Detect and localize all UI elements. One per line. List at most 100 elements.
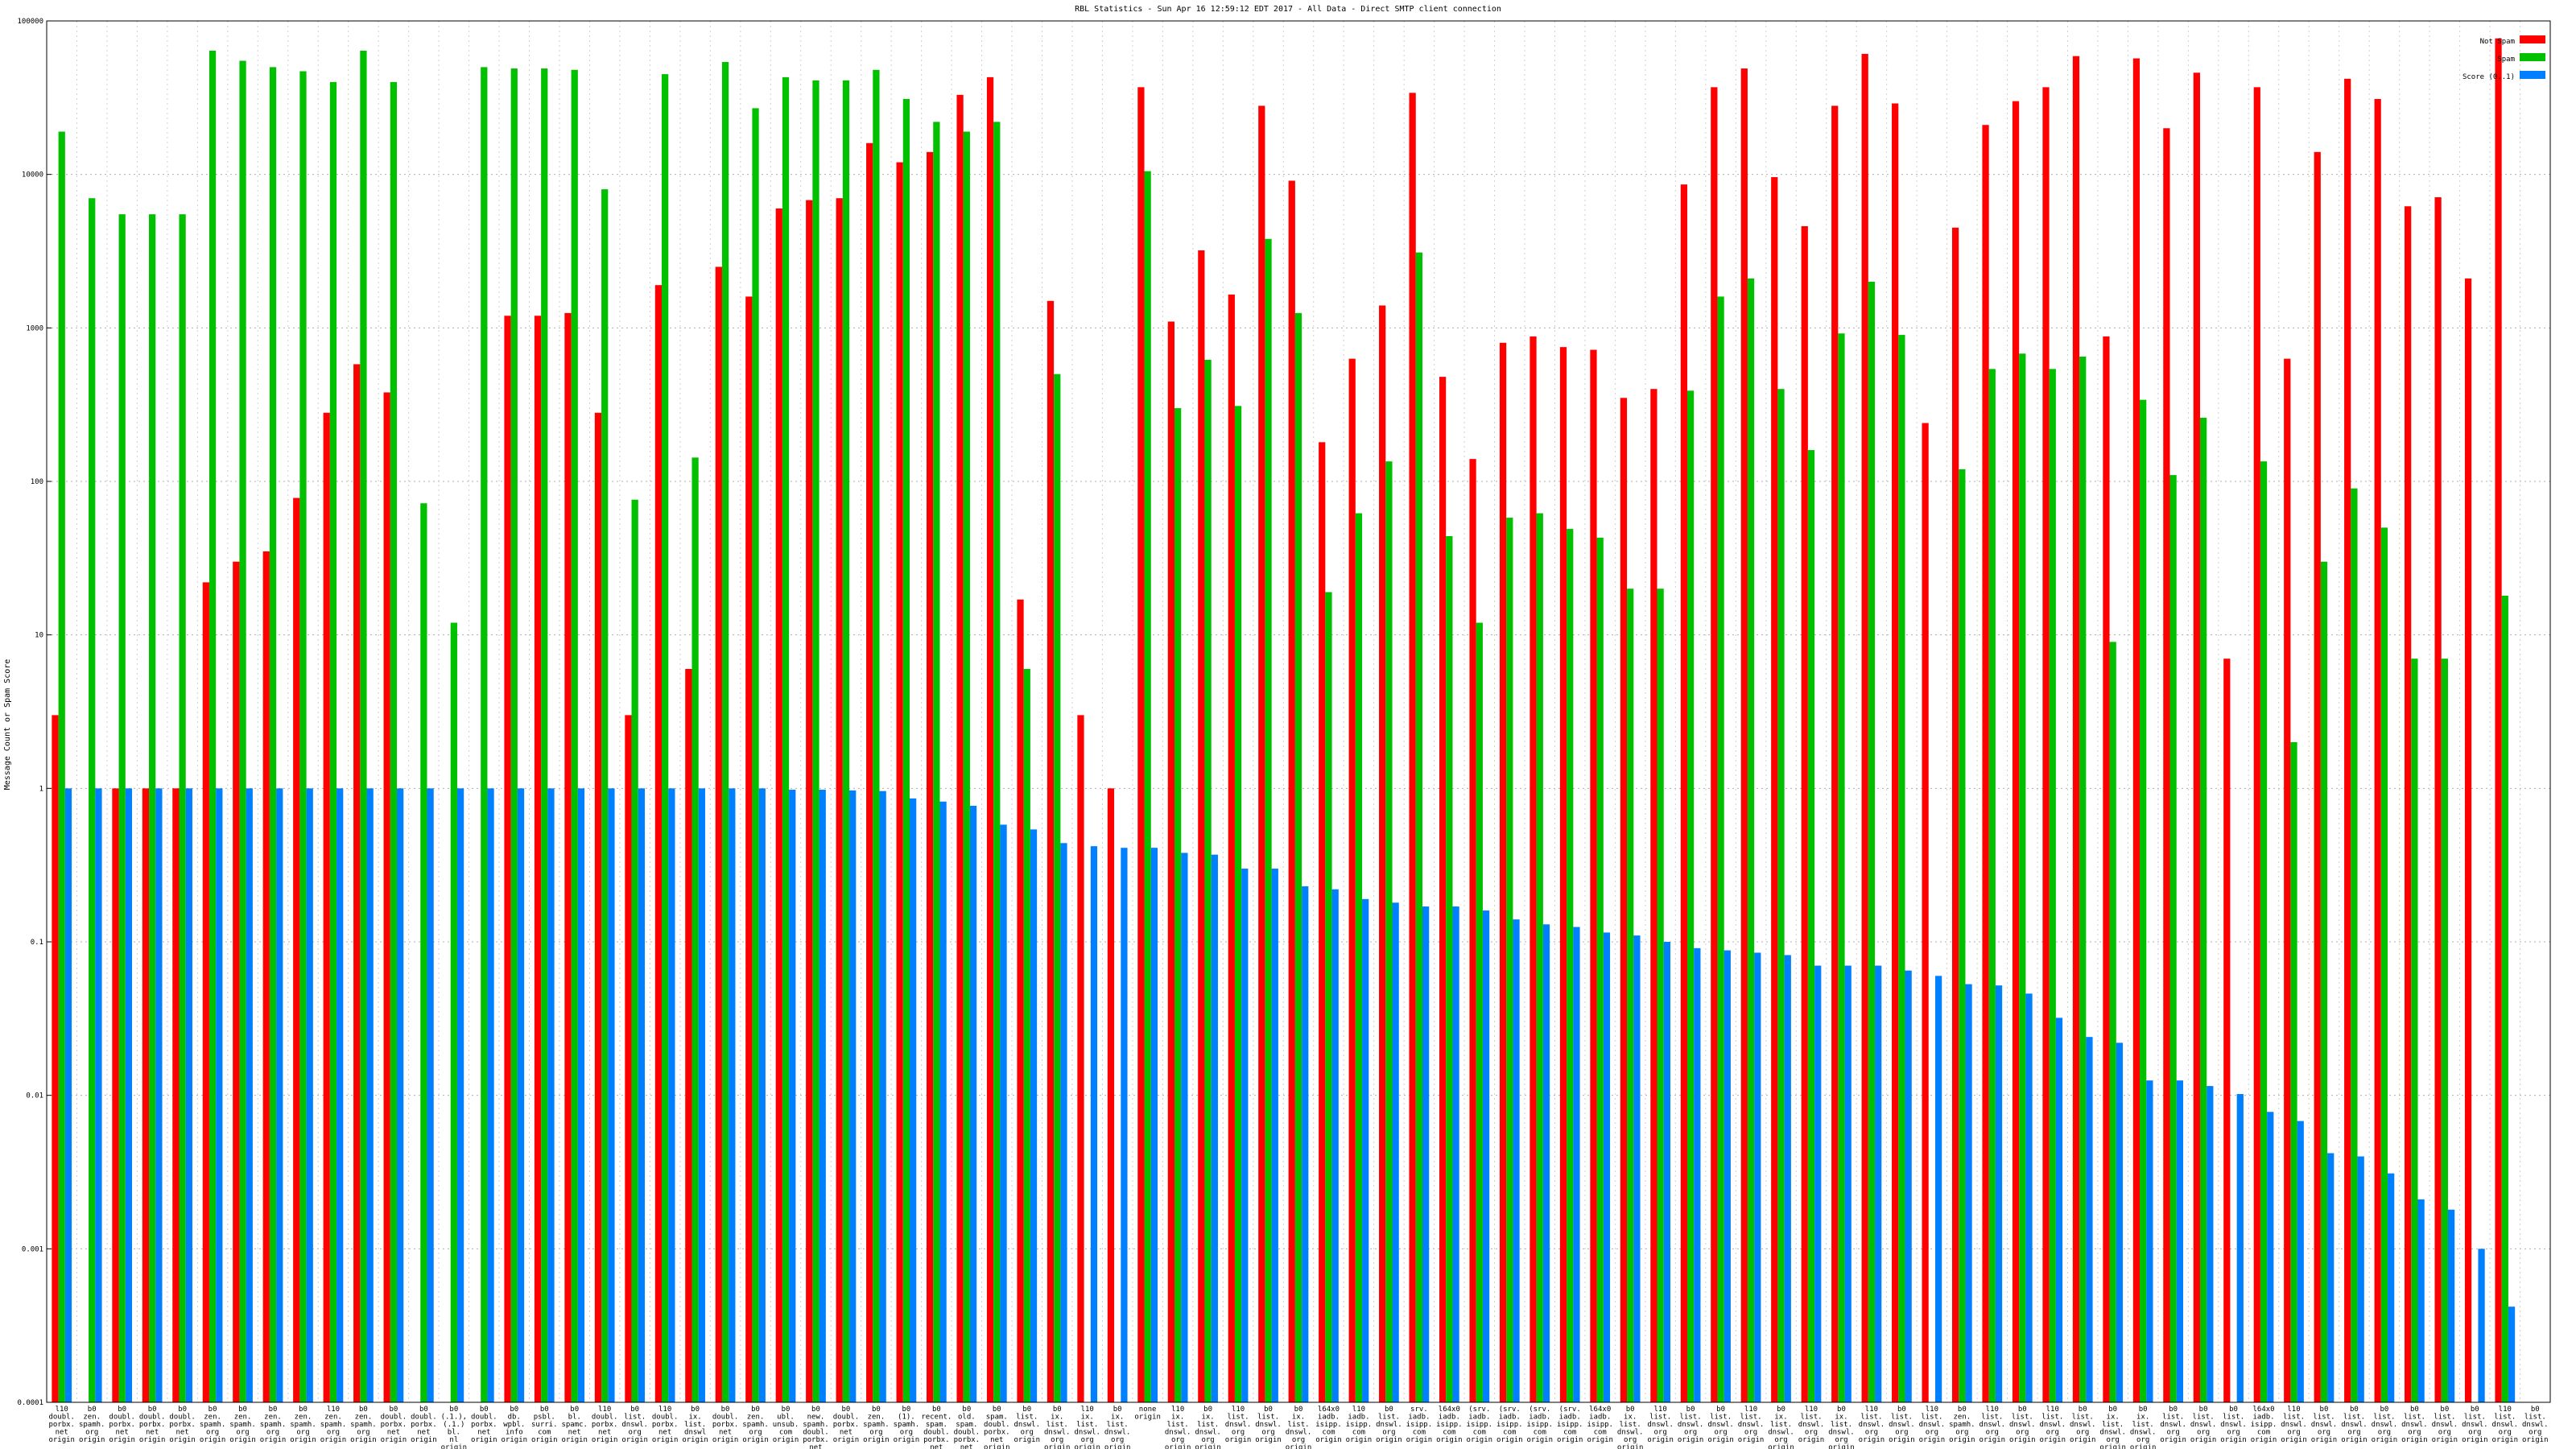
- bar-not-spam: [1137, 87, 1145, 1402]
- bar-spam: [1868, 281, 1876, 1402]
- bar-score: [1573, 927, 1580, 1402]
- bar-score: [1422, 906, 1430, 1402]
- x-tick-label: b0 ix. list. dnswl. org origin: [1617, 1406, 1644, 1449]
- bar-not-spam: [2253, 87, 2260, 1402]
- x-tick-label: (srv. iadb. isipp. com origin: [1496, 1406, 1523, 1444]
- bar-spam: [450, 622, 457, 1402]
- bar-not-spam: [1861, 53, 1868, 1403]
- bar-score: [1121, 848, 1128, 1402]
- bar-not-spam: [534, 316, 542, 1403]
- bar-spam: [812, 80, 819, 1402]
- bar-spam: [510, 68, 518, 1402]
- x-tick-label: b0 zen. spamh. org origin: [742, 1406, 769, 1444]
- bar-spam: [360, 50, 367, 1402]
- bar-spam: [1446, 535, 1453, 1402]
- x-tick-label: b0 zen. spamh. org origin: [260, 1406, 287, 1444]
- bar-not-spam: [1077, 715, 1084, 1402]
- y-tick-label: 100000: [17, 18, 43, 26]
- y-tick-label: 1: [39, 785, 43, 793]
- bar-spam: [782, 76, 790, 1402]
- bar-not-spam: [1982, 125, 1989, 1402]
- bar-not-spam: [112, 788, 119, 1402]
- x-tick-label: b0 doubl. porbx. net origin: [712, 1406, 739, 1444]
- legend-label: Spam: [2497, 56, 2515, 64]
- bar-spam: [2380, 527, 2388, 1402]
- bar-score: [910, 798, 917, 1402]
- x-tick-label: b0 ix. list. dnswl. org origin: [1044, 1406, 1071, 1449]
- bar-spam: [1144, 171, 1151, 1402]
- x-tick-label: b0 zen. spamh. org origin: [79, 1406, 105, 1444]
- x-tick-label: l10 list. dnswl. org origin: [1225, 1406, 1252, 1444]
- x-tick-label: b0 ix. list. dnswl. org origin: [2099, 1406, 2126, 1449]
- y-axis-label: Message Count or Spam Score: [3, 659, 12, 791]
- bar-spam: [1777, 389, 1785, 1402]
- x-tick-label: l10 ix. list. dnswl. org origin: [1165, 1406, 1191, 1449]
- bar-score: [125, 788, 133, 1402]
- x-tick-label: b0 list. dnswl. org origin: [621, 1406, 648, 1444]
- bar-score: [1331, 889, 1339, 1402]
- bar-spam: [2140, 399, 2147, 1402]
- bar-spam: [2019, 353, 2026, 1402]
- bar-score: [2267, 1112, 2274, 1402]
- bar-not-spam: [1469, 459, 1476, 1403]
- bar-spam: [2079, 357, 2087, 1402]
- bar-not-spam: [625, 715, 632, 1402]
- bar-spam: [1807, 450, 1815, 1403]
- bar-not-spam: [745, 296, 753, 1403]
- bar-score: [1000, 824, 1007, 1402]
- x-tick-label: b0 ix. list. dnswl. org origin: [2130, 1406, 2157, 1449]
- x-tick-label: l10 list. dnswl. org origin: [1647, 1406, 1674, 1444]
- x-tick-label: l10 list. dnswl. org origin: [1859, 1406, 1885, 1444]
- bar-score: [1694, 947, 1701, 1402]
- bar-not-spam: [1046, 300, 1055, 1403]
- x-tick-label: l10 doubl. porbx. net origin: [652, 1406, 679, 1444]
- bar-score: [397, 788, 404, 1402]
- bar-not-spam: [2103, 336, 2110, 1402]
- bar-spam: [1385, 461, 1393, 1403]
- bar-not-spam: [986, 76, 994, 1402]
- bar-not-spam: [594, 412, 602, 1402]
- bar-spam: [2199, 417, 2207, 1402]
- x-tick-label: b0 list. dnswl. org origin: [2190, 1406, 2217, 1444]
- bar-score: [849, 790, 857, 1402]
- x-tick-label: (srv. iadb. isipp. com origin: [1527, 1406, 1554, 1444]
- bar-score: [2086, 1037, 2093, 1402]
- chart-title: RBL Statistics - Sun Apr 16 12:59:12 EDT…: [1075, 5, 1501, 14]
- x-tick-label: (srv. iadb. isipp. com origin: [1467, 1406, 1493, 1444]
- bar-not-spam: [172, 788, 180, 1402]
- y-axis-ticks: 0.0001 0.001 0.01 0.1 1 10 100 1000 10000 100000: [17, 18, 52, 1407]
- bar-not-spam: [1439, 377, 1447, 1403]
- bar-score: [2236, 1094, 2244, 1402]
- bar-not-spam: [775, 208, 782, 1402]
- x-tick-label: b0 list. dnswl. org origin: [1014, 1406, 1041, 1444]
- legend-swatch: [2520, 71, 2545, 79]
- x-tick-label: b0 doubl. porbx. net origin: [833, 1406, 860, 1444]
- bar-spam: [2049, 369, 2056, 1402]
- x-tick-label: b0 doubl. porbx. net origin: [471, 1406, 497, 1444]
- bar-score: [1452, 906, 1459, 1402]
- bar-score: [789, 790, 796, 1402]
- bar-score: [2025, 993, 2033, 1402]
- bar-not-spam: [2344, 78, 2351, 1403]
- bar-score: [698, 788, 705, 1402]
- bar-score: [608, 788, 615, 1402]
- bar-spam: [1536, 513, 1543, 1402]
- bar-not-spam: [1228, 294, 1235, 1402]
- bar-not-spam: [1922, 423, 1929, 1403]
- bar-score: [668, 788, 675, 1402]
- bar-not-spam: [926, 151, 934, 1402]
- x-tick-label: l10 doubl. porbx. net origin: [48, 1406, 75, 1444]
- x-tick-label: b0 bl. spamc. net origin: [561, 1406, 588, 1444]
- bar-spam: [58, 131, 65, 1403]
- x-tick-label: b0 list. dnswl. org origin: [2160, 1406, 2186, 1444]
- bar-score: [456, 788, 464, 1402]
- gridlines: [47, 21, 2550, 1402]
- x-tick-label: b0 zen. spamh. org origin: [200, 1406, 226, 1444]
- bar-score: [939, 801, 947, 1402]
- x-tick-label: b0 (.1.), (.1.) bl. nl origin: [441, 1406, 468, 1449]
- bar-score: [1392, 902, 1399, 1402]
- bar-score: [1362, 898, 1369, 1402]
- bar-not-spam: [1258, 105, 1265, 1402]
- x-tick-label: b0 doubl. porbx. net origin: [411, 1406, 437, 1444]
- x-tick-label: l10 iadb. isipp. com origin: [1346, 1406, 1373, 1444]
